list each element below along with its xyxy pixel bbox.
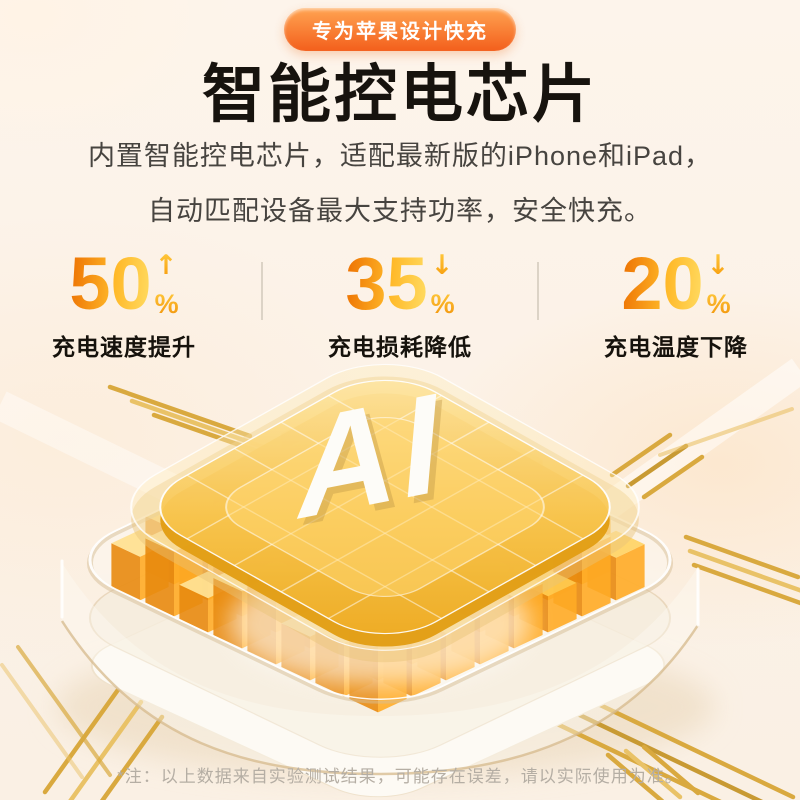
stat-unit: % (430, 289, 455, 319)
stat-label: 充电温度下降 (604, 334, 748, 361)
stat-value: 35 (345, 242, 428, 325)
subtitle: 内置智能控电芯片，适配最新版的iPhone和iPad， 自动匹配设备最大支持功率… (0, 134, 800, 244)
ai-chip-lid (159, 379, 611, 635)
top-badge: 专为苹果设计快充 (284, 8, 516, 51)
subtitle-line-2: 自动匹配设备最大支持功率，安全快充。 (148, 196, 652, 226)
stats-row: 50 ↑ % 充电速度提升 35 ↓ % 充电损耗降低 20 (0, 242, 800, 362)
stat-unit: % (706, 289, 731, 319)
top-badge-label: 专为苹果设计快充 (312, 21, 488, 43)
gold-wires (0, 384, 800, 800)
glass-front-wall (62, 563, 698, 774)
ai-label-shadow: AI (297, 366, 460, 556)
arrow-up-icon: ↑ (154, 250, 178, 281)
footnote: *注：以上数据来自实验测试结果，可能存在误差，请以实际使用为准。 (117, 767, 683, 786)
product-render: AI AI (0, 358, 800, 800)
stats-divider (537, 262, 539, 320)
page-title: 智能控电芯片 (202, 60, 598, 130)
subtitle-line-1: 内置智能控电芯片，适配最新版的iPhone和iPad， (87, 141, 713, 171)
arrow-down-icon: ↓ (430, 250, 454, 281)
ai-label: AI (291, 360, 454, 550)
stats-divider (261, 262, 263, 320)
arrow-down-icon: ↓ (706, 250, 730, 281)
stat-charge-speed: 50 ↑ % 充电速度提升 (29, 242, 219, 362)
stat-value: 20 (621, 242, 704, 325)
light-streak (566, 358, 800, 542)
chip-inner-platform (225, 416, 545, 598)
stat-unit: % (154, 289, 179, 319)
stat-value: 50 (69, 242, 152, 325)
glass-bottom-edge (60, 620, 700, 776)
stat-charge-loss: 35 ↓ % 充电损耗降低 (305, 242, 495, 362)
stat-label: 充电损耗降低 (328, 334, 472, 361)
stat-label: 充电速度提升 (52, 334, 196, 361)
stat-charge-temp: 20 ↓ % 充电温度下降 (581, 242, 771, 362)
